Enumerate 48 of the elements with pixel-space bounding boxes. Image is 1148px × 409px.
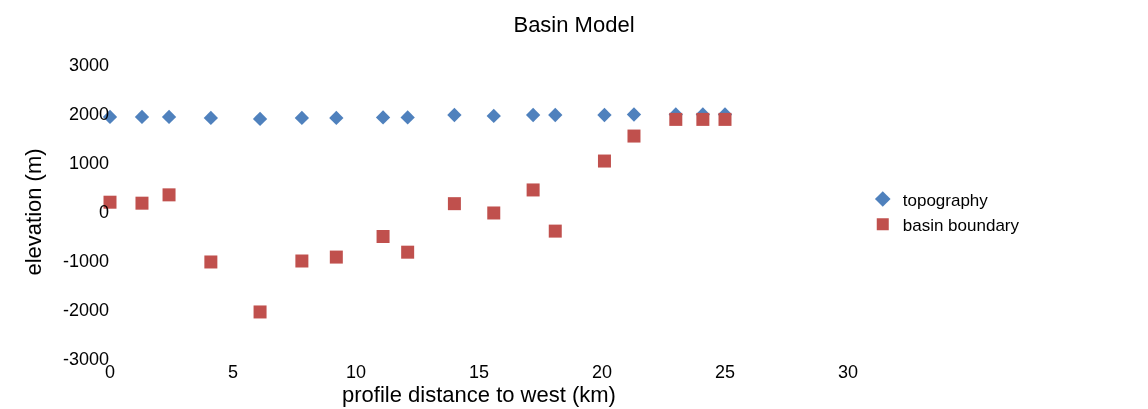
point [253,305,267,319]
point [526,183,540,197]
x-tick-label: 20 [591,362,613,382]
legend-label: topography [902,190,989,210]
point [597,154,611,168]
point [525,107,541,123]
point [135,196,149,210]
point [487,206,501,220]
point [486,108,501,124]
point [718,112,732,126]
y-tick-label: 3000 [68,55,109,76]
point [162,188,176,202]
point [626,107,642,122]
legend-label: basin boundary [902,215,1020,235]
point [548,107,563,123]
point [204,255,218,269]
point [294,110,310,126]
x-axis-title: profile distance to west (km) [342,382,616,407]
y-tick-label: 0 [98,202,109,223]
point [401,245,415,259]
point [627,129,641,143]
point [376,230,390,243]
point [203,110,219,126]
x-tick-label: 10 [345,362,367,382]
point [134,109,150,125]
y-tick-label: -1000 [62,251,109,272]
y-axis-title: elevation (m) [20,148,46,276]
point [329,110,344,126]
point [400,110,415,125]
point [375,110,391,125]
point [329,250,343,264]
point [669,112,683,126]
y-tick-label: -2000 [62,300,109,321]
point [447,197,461,211]
point [252,111,268,127]
y-tick-label: 2000 [68,104,109,125]
point [447,107,462,123]
point [696,112,710,126]
x-tick-label: 15 [468,362,490,382]
chart-title: Basin Model [513,11,635,37]
point [295,254,309,268]
x-tick-label: 5 [227,362,239,382]
x-tick-label: 25 [714,362,736,382]
point [548,224,562,238]
point [597,107,612,123]
point [161,109,177,125]
x-tick-label: 30 [837,362,859,382]
y-tick-label: 1000 [68,153,109,174]
